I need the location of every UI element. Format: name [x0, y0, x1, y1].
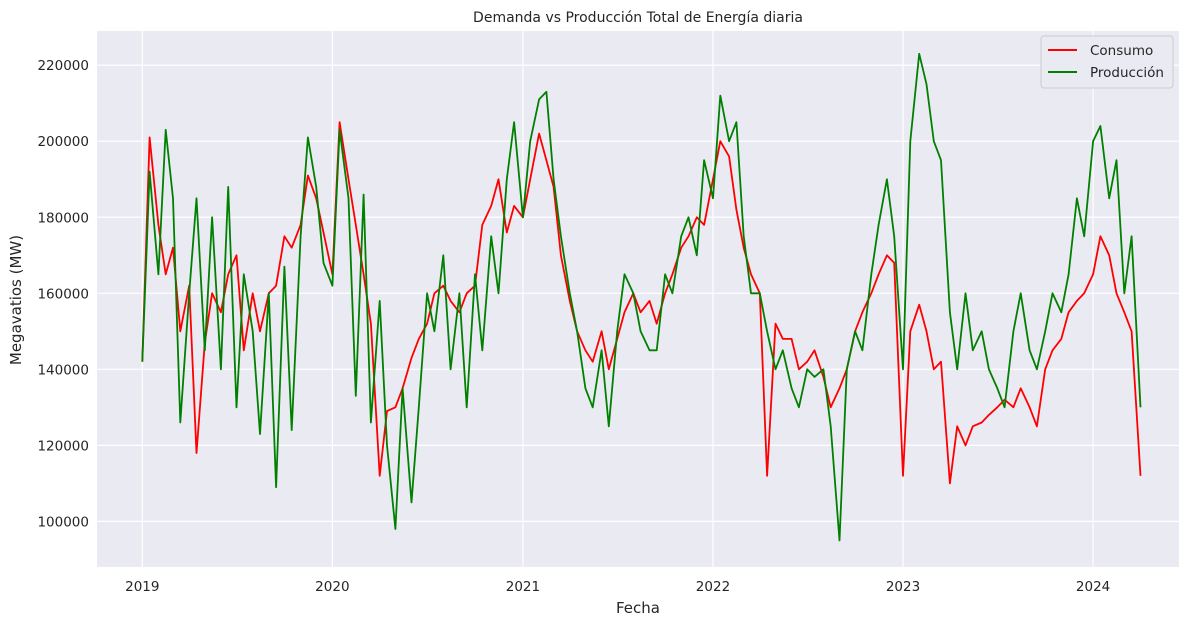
- y-axis-label: Megavatios (MW): [7, 235, 25, 365]
- series-line-consumo: [141, 121, 1142, 485]
- legend-label-consumo: Consumo: [1090, 43, 1153, 59]
- chart-title: Demanda vs Producción Total de Energía d…: [473, 10, 803, 26]
- legend: Consumo Producción: [1040, 35, 1174, 89]
- x-tick-label: 2024: [1076, 579, 1110, 595]
- y-tick-labels: 100000 120000 140000 160000 180000 200000 2200…: [37, 58, 89, 530]
- x-tick-label: 2021: [506, 579, 540, 595]
- y-tick-label: 100000: [37, 514, 89, 530]
- plot-area: [97, 31, 1179, 567]
- y-tick-label: 200000: [37, 134, 89, 150]
- y-tick-label: 220000: [37, 58, 89, 74]
- legend-label-produccion: Producción: [1090, 65, 1164, 81]
- x-tick-label: 2020: [315, 579, 349, 595]
- series-group: [141, 52, 1142, 542]
- x-tick-label: 2022: [696, 579, 730, 595]
- y-tick-label: 120000: [37, 438, 89, 454]
- x-tick-label: 2019: [125, 579, 159, 595]
- y-tick-label: 140000: [37, 362, 89, 378]
- y-tick-label: 160000: [37, 286, 89, 302]
- x-axis-label: Fecha: [616, 599, 660, 617]
- x-tick-labels: 2019 2020 2021 2022 2023 2024: [125, 579, 1110, 595]
- x-tick-label: 2023: [886, 579, 920, 595]
- y-tick-label: 180000: [37, 210, 89, 226]
- series-line-producci-n: [141, 52, 1142, 542]
